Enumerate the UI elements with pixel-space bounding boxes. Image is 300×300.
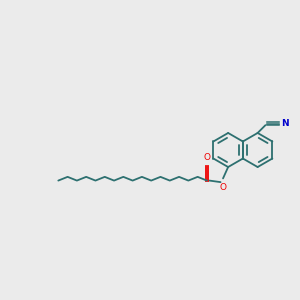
Text: O: O <box>203 153 210 162</box>
Text: N: N <box>281 119 289 128</box>
Text: O: O <box>220 183 226 192</box>
